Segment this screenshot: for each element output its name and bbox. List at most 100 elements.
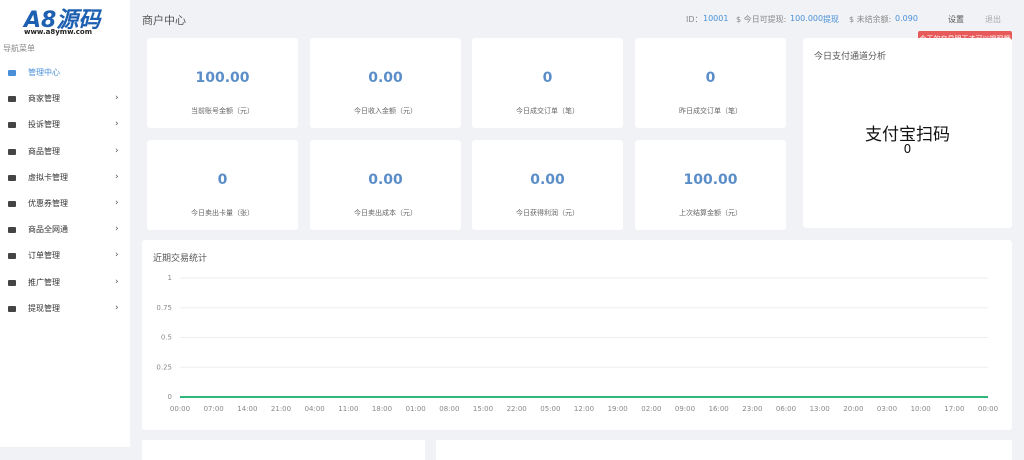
nav-item[interactable]: 商品管理	[28, 146, 60, 156]
panel	[436, 440, 1012, 460]
nav-item[interactable]: 提现管理	[28, 303, 60, 313]
nav-item[interactable]: 订单管理	[28, 251, 60, 261]
x-tick-label: 18:00	[372, 405, 392, 413]
card-label: 今日卖出成本（元）	[354, 209, 417, 217]
nav-icon	[8, 227, 16, 234]
card-label: 今日获得利润（元）	[516, 209, 579, 217]
nav-icon	[8, 201, 16, 207]
header-item[interactable]: 退出	[985, 15, 1001, 24]
x-tick-label: 11:00	[338, 405, 358, 413]
card-label: 上次结算金额（元）	[679, 209, 742, 217]
x-tick-label: 07:00	[204, 405, 224, 413]
x-tick-label: 16:00	[709, 405, 729, 413]
stat-card: 0 今日卖出卡量（张）	[147, 140, 298, 230]
x-tick-label: 12:00	[574, 405, 594, 413]
nav-item[interactable]: 管理中心	[28, 68, 60, 77]
card-label: 今日成交订单（笔）	[516, 107, 579, 115]
x-tick-label: 15:00	[473, 405, 493, 413]
header-item[interactable]: 设置	[948, 15, 964, 24]
nav-icon	[8, 70, 16, 76]
header-item: $ 今日可提现:	[736, 15, 787, 24]
header-item: $ 未结余额:	[849, 15, 892, 24]
card-value: 0.00	[530, 172, 565, 188]
card-value: 0	[705, 70, 716, 86]
x-tick-label: 01:00	[406, 405, 426, 413]
main: A8源码 www.a8ymw.com 导航菜单管理中心商家管理 › 投诉管理 › 商品管理 ›…	[3, 8, 1012, 460]
x-tick-label: 09:00	[675, 405, 695, 413]
channel-name: 支付宝扫码	[865, 125, 950, 145]
stat-card: 0 昨日成交订单（笔）	[635, 38, 786, 128]
x-tick-label: 06:00	[776, 405, 796, 413]
nav-arrow: ›	[115, 119, 119, 130]
x-tick-label: 22:00	[507, 405, 527, 413]
x-tick-label: 00:00	[170, 405, 190, 413]
nav-arrow: ›	[115, 276, 119, 287]
channel-title: 今日支付通道分析	[814, 52, 887, 62]
nav-arrow: ›	[115, 171, 119, 182]
logo: A8源码	[24, 8, 101, 33]
x-tick-label: 20:00	[843, 405, 863, 413]
nav-icon	[8, 279, 16, 286]
nav-title: 导航菜单	[3, 44, 35, 53]
x-tick-label: 08:00	[439, 405, 459, 413]
card-label: 当前账号金额（元）	[191, 107, 254, 115]
stat-card: 0 今日成交订单（笔）	[472, 38, 623, 128]
stat-card: 100.00 当前账号金额（元）	[147, 38, 298, 128]
y-tick-label: 0.5	[161, 334, 172, 342]
nav-arrow: ›	[115, 224, 119, 235]
nav-arrow: ›	[115, 250, 119, 261]
nav-item[interactable]: 虚拟卡管理	[28, 172, 68, 182]
panel	[142, 440, 425, 460]
x-tick-label: 21:00	[271, 405, 291, 413]
channel-panel: 今日支付通道分析支付宝扫码 0	[803, 38, 1012, 228]
nav-icon	[8, 96, 16, 103]
channel-value: 0	[903, 142, 912, 156]
card-value: 0	[542, 70, 553, 86]
y-tick-label: 0.25	[156, 363, 172, 371]
x-tick-label: 03:00	[877, 405, 897, 413]
card-label: 今日收入金额（元）	[354, 107, 417, 115]
nav-item[interactable]: 推广管理	[28, 277, 60, 287]
stat-card: 100.00 上次结算金额（元）	[635, 140, 786, 230]
nav-icon	[8, 174, 16, 181]
stat-card: 0.00 今日获得利润（元）	[472, 140, 623, 230]
x-tick-label: 10:00	[911, 405, 931, 413]
x-tick-label: 05:00	[540, 405, 560, 413]
y-tick-label: 0.75	[156, 304, 172, 312]
header-item: 0.090	[895, 14, 918, 23]
x-tick-label: 19:00	[608, 405, 628, 413]
x-tick-label: 23:00	[742, 405, 762, 413]
nav-arrow: ›	[115, 302, 119, 313]
nav-item[interactable]: 商家管理	[28, 94, 60, 104]
chart: 0 0.25 0.5 0.75 1 00:00 07:00 14:00 21:00 04:00 11…	[156, 274, 998, 413]
x-tick-label: 02:00	[641, 405, 661, 413]
header-item: 100.000	[790, 14, 824, 23]
nav-item[interactable]: 优惠券管理	[28, 199, 68, 208]
nav-item[interactable]: 商品全网通	[28, 225, 68, 235]
stat-card: 0.00 今日收入金额（元）	[310, 38, 461, 128]
card-value: 0.00	[368, 70, 403, 86]
chart-title: 近期交易统计	[153, 254, 208, 264]
sidebar	[0, 0, 130, 447]
x-tick-label: 13:00	[810, 405, 830, 413]
header-item: ID：	[686, 15, 703, 24]
y-tick-label: 1	[168, 274, 172, 282]
x-tick-label: 04:00	[305, 405, 325, 413]
header-item[interactable]: 提现	[823, 15, 839, 24]
nav-arrow: ›	[115, 198, 119, 208]
nav-icon	[8, 148, 16, 155]
nav-item[interactable]: 投诉管理	[28, 120, 60, 130]
header-title: 商户中心	[142, 14, 186, 27]
chart-panel: 近期交易统计 0 0.25 0.5 0.75 1 00:00 07:00 14:00 21:00 0…	[142, 240, 1012, 430]
card-label: 今日卖出卡量（张）	[191, 209, 254, 217]
nav-icon	[8, 253, 16, 260]
card-value: 0.00	[368, 172, 403, 188]
logo-sub: www.a8ymw.com	[24, 28, 92, 36]
card-label: 昨日成交订单（笔）	[679, 107, 742, 115]
nav-arrow: ›	[115, 145, 119, 156]
nav-arrow: ›	[115, 93, 119, 104]
stat-card: 0.00 今日卖出成本（元）	[310, 140, 461, 230]
nav-icon	[8, 305, 16, 312]
nav-icon	[8, 122, 16, 129]
